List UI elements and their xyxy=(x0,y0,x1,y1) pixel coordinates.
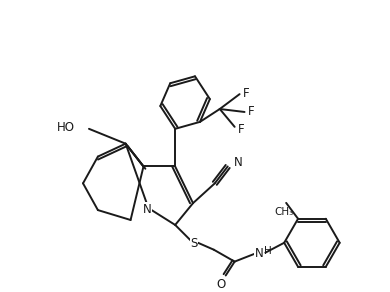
Text: CH₃: CH₃ xyxy=(275,207,294,217)
Text: F: F xyxy=(238,123,245,136)
Text: H: H xyxy=(264,246,272,256)
Text: N: N xyxy=(255,247,264,260)
Text: N: N xyxy=(143,203,152,215)
Text: N: N xyxy=(234,156,243,169)
Text: O: O xyxy=(216,278,225,291)
Text: S: S xyxy=(190,237,198,250)
Text: F: F xyxy=(248,105,255,119)
Text: HO: HO xyxy=(57,121,75,134)
Text: F: F xyxy=(243,87,250,100)
